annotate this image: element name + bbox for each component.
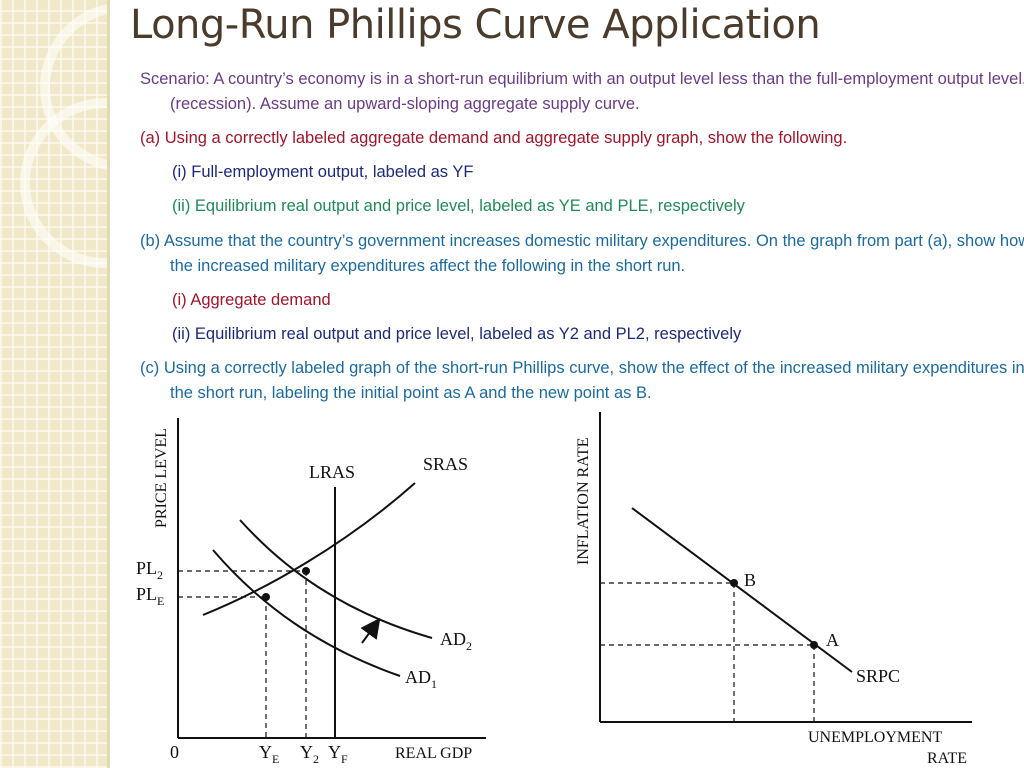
- origin-label: 0: [170, 742, 179, 762]
- slide-title: Long-Run Phillips Curve Application: [130, 2, 821, 48]
- y2-label: Y2: [300, 742, 319, 766]
- ad1-label: AD1: [405, 667, 437, 691]
- ad2-curve: [239, 519, 433, 639]
- srpc-label: SRPC: [856, 666, 900, 686]
- point-a-label: A: [826, 630, 839, 650]
- part-a-i-text: (i) Full-employment output, labeled as Y…: [172, 163, 474, 181]
- ad-as-y-axis-label: PRICE LEVEL: [153, 428, 170, 528]
- ad-as-x-axis-label: REAL GDP: [395, 745, 472, 762]
- phillips-x-axis-label-line1: UNEMPLOYMENT: [808, 729, 942, 746]
- sidebar-edge: [107, 0, 110, 768]
- pl2-guides: [178, 570, 307, 738]
- phillips-guides: [600, 582, 815, 722]
- sras-curve: [202, 482, 416, 616]
- phillips-y-axis-label: INFLATION RATE: [575, 437, 592, 565]
- decorative-sidebar: [0, 0, 110, 768]
- ple-guides: [178, 596, 267, 738]
- ad2-label: AD2: [440, 629, 472, 653]
- part-b-text: (b) Assume that the country’s government…: [140, 232, 1024, 275]
- scenario-text: Scenario: A country’s economy is in a sh…: [140, 70, 1024, 113]
- point-b-label: B: [744, 570, 756, 590]
- part-b-ii-text: (ii) Equilibrium real output and price l…: [172, 325, 742, 343]
- point-a: [810, 641, 818, 649]
- sras-label: SRAS: [423, 454, 468, 474]
- part-a-text: (a) Using a correctly labeled aggregate …: [140, 129, 848, 147]
- yf-label: YF: [328, 742, 348, 766]
- srpc-line: [631, 507, 853, 673]
- ad1-curve: [212, 549, 401, 677]
- part-b-i-text: (i) Aggregate demand: [172, 291, 331, 309]
- pl2-label: PL2: [136, 558, 163, 582]
- lras-label: LRAS: [309, 462, 355, 482]
- ye-label: YE: [259, 742, 279, 766]
- ad-as-axes: [177, 418, 486, 739]
- point-b: [730, 579, 738, 587]
- part-a-ii-text: (ii) Equilibrium real output and price l…: [172, 197, 745, 215]
- initial-equilibrium-point: [262, 593, 270, 601]
- phillips-x-axis-label-line2: RATE: [927, 750, 967, 767]
- ad-shift-arrow: [360, 617, 381, 644]
- phillips-axes: [599, 412, 972, 723]
- ple-label: PLE: [136, 584, 164, 608]
- part-c-text: (c) Using a correctly labeled graph of t…: [140, 359, 1024, 402]
- new-equilibrium-point: [302, 567, 310, 575]
